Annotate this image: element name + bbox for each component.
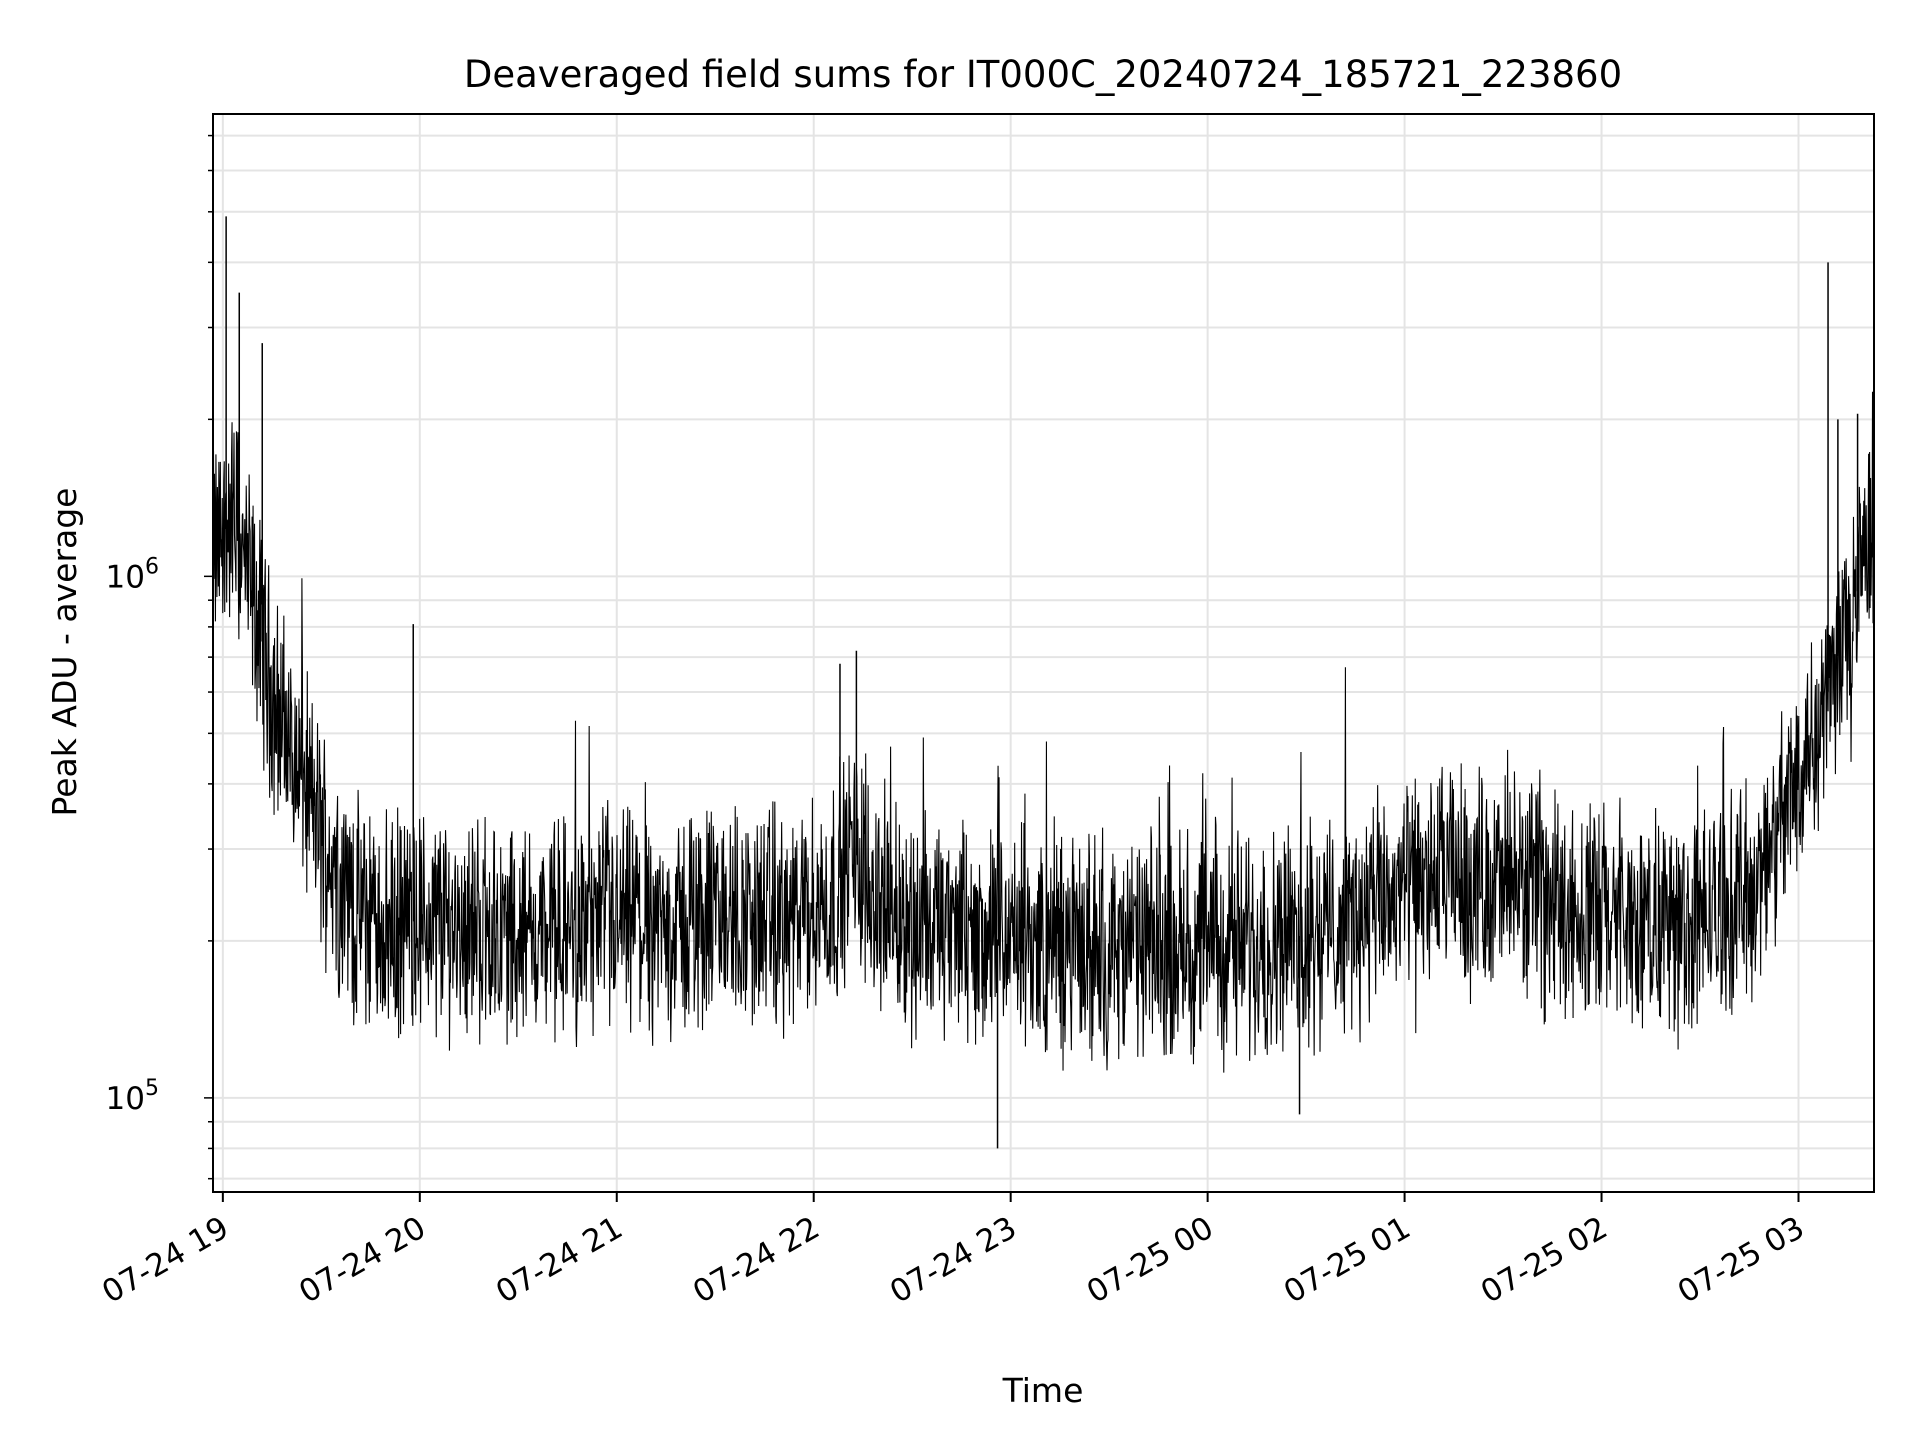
y-tick-exponent: 5	[145, 1076, 159, 1101]
grid	[213, 114, 1874, 1192]
y-tick-label: 106	[106, 554, 159, 595]
x-axis-title: Time	[1002, 1371, 1084, 1410]
series-line	[212, 391, 1875, 1073]
y-tick-exponent: 6	[145, 554, 159, 579]
series-layer	[212, 216, 1875, 1149]
plot-frame	[212, 113, 1875, 1193]
y-tick-base: 10	[106, 559, 145, 595]
y-axis-title: Peak ADU - average	[45, 488, 84, 817]
y-tick-label: 105	[106, 1076, 159, 1117]
y-tick-base: 10	[106, 1081, 145, 1117]
chart-title: Deaveraged field sums for IT000C_2024072…	[464, 53, 1622, 96]
